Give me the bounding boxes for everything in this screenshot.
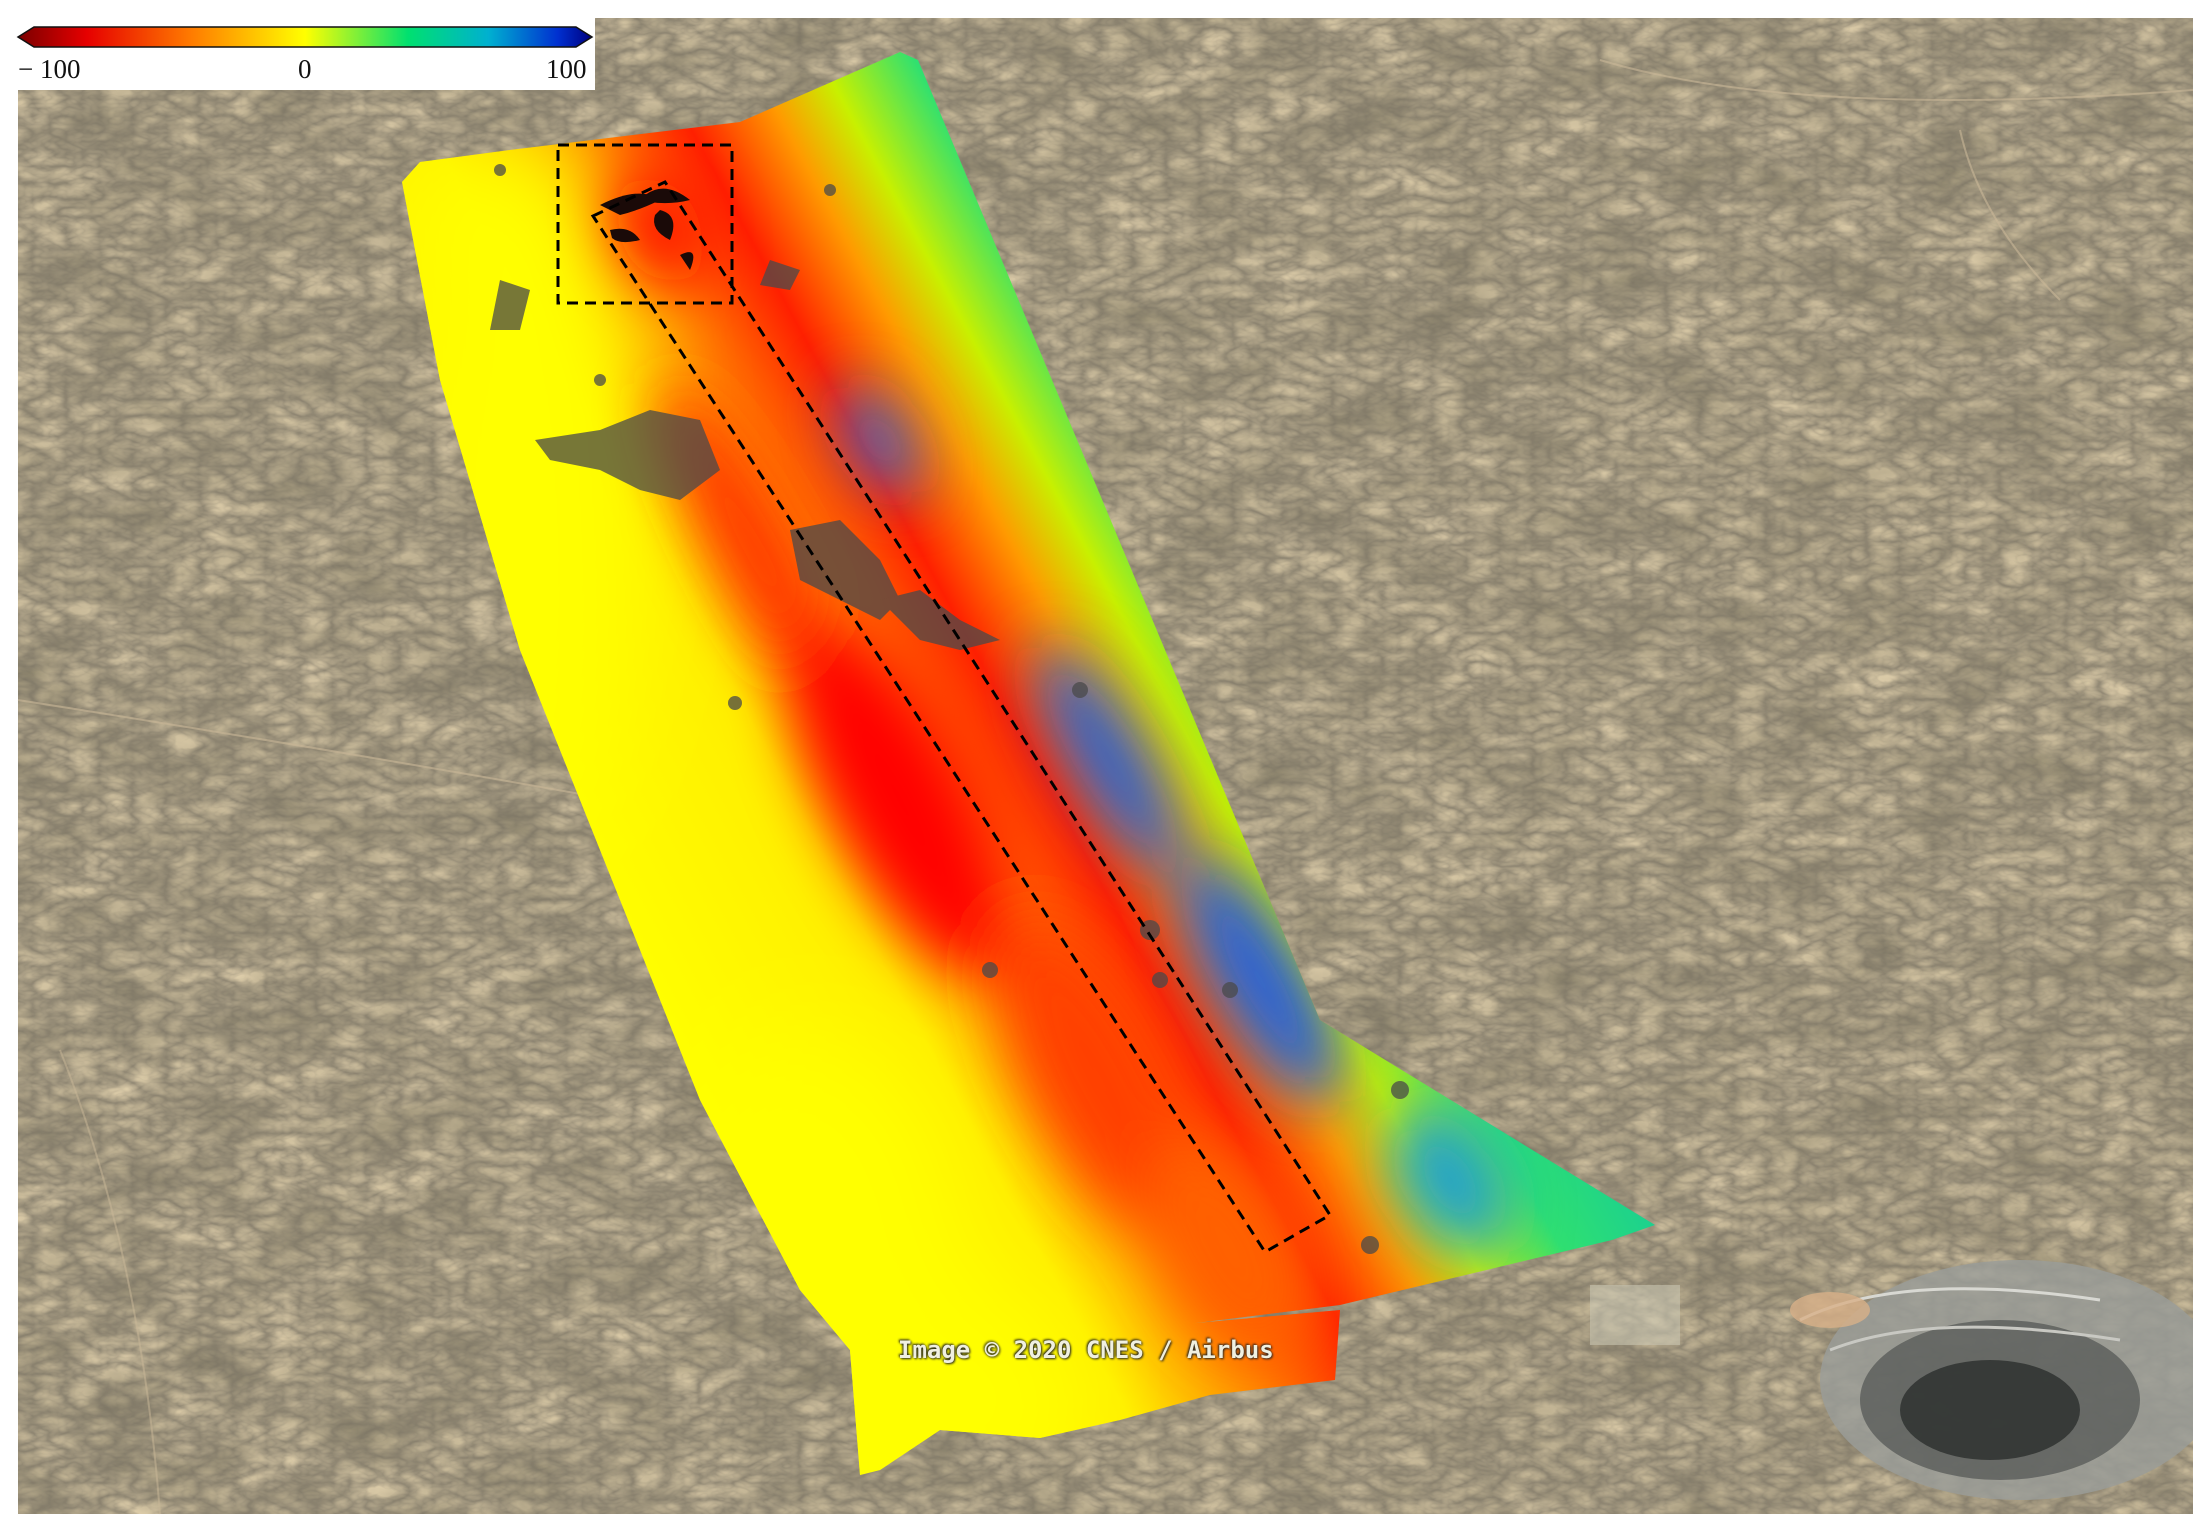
colorbar: [0, 0, 595, 90]
annotation-boxes: [556, 143, 1333, 1255]
colorbar-min-label: − 100: [18, 54, 81, 84]
colorbar-gradient: [16, 26, 594, 48]
open-pit-mine: [1790, 1260, 2193, 1500]
colorbar-mid-label: 0: [298, 54, 312, 84]
colorbar-max-label: 100: [546, 54, 587, 84]
crack-cluster: [600, 188, 694, 270]
decorrelation-patches: [490, 164, 1409, 1254]
zoom-box: [556, 143, 734, 305]
imagery-credit: Image © 2020 CNES / Airbus: [898, 1336, 1274, 1364]
